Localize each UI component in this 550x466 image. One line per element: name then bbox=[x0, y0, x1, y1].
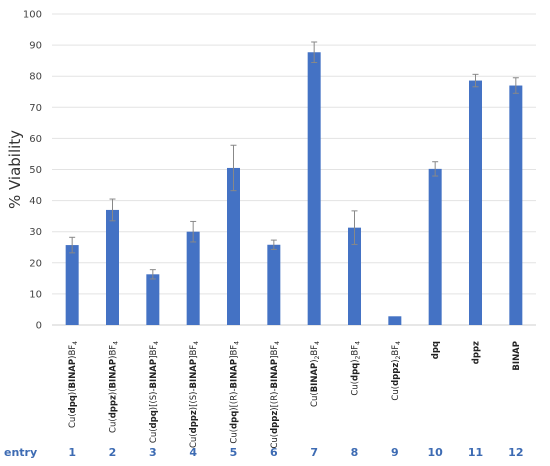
y-axis-title: % Viability bbox=[6, 130, 24, 209]
category-label: dpq bbox=[431, 341, 441, 359]
bar bbox=[428, 168, 442, 325]
y-tick-label: 60 bbox=[29, 134, 42, 145]
y-tick-label: 50 bbox=[29, 165, 42, 176]
bar bbox=[388, 316, 402, 325]
entry-number: 7 bbox=[310, 446, 318, 459]
bar bbox=[348, 227, 361, 325]
entry-number: 5 bbox=[230, 446, 238, 459]
bar bbox=[186, 231, 200, 325]
entry-number: 8 bbox=[351, 446, 359, 459]
category-label: Cu(dppz)(BINAP)BF4 bbox=[109, 341, 120, 433]
entry-number: 1 bbox=[68, 446, 76, 459]
bar bbox=[106, 209, 119, 325]
entry-number: 10 bbox=[428, 446, 444, 459]
category-label: Cu(dpq)[(S)-BINAP]BF4 bbox=[149, 341, 160, 443]
bar bbox=[509, 85, 523, 325]
entry-number: 3 bbox=[149, 446, 157, 459]
bar bbox=[267, 244, 281, 325]
category-label: dppz bbox=[472, 341, 482, 364]
category-label: Cu(BINAP)2BF4 bbox=[310, 341, 321, 407]
y-tick-label: 90 bbox=[29, 41, 42, 52]
entry-number: 6 bbox=[270, 446, 278, 459]
category-label: Cu(dpq)[(R)-BINAP]BF4 bbox=[230, 341, 241, 444]
y-tick-label: 80 bbox=[29, 72, 42, 83]
category-label: Cu(dppz)[(S)-BINAP]BF4 bbox=[189, 341, 200, 448]
entry-label: entry bbox=[4, 446, 37, 459]
category-label: BINAP bbox=[512, 341, 522, 371]
category-label: Cu(dppz)[(R)-BINAP]BF4 bbox=[270, 341, 281, 449]
bar bbox=[469, 80, 482, 325]
y-tick-label: 0 bbox=[36, 321, 42, 332]
entry-number: 4 bbox=[189, 446, 197, 459]
entry-number: 2 bbox=[109, 446, 117, 459]
y-tick-label: 10 bbox=[29, 289, 42, 300]
category-label: Cu(dpq)2BF4 bbox=[351, 341, 362, 396]
y-tick-label: 40 bbox=[29, 196, 42, 207]
y-tick-label: 20 bbox=[29, 258, 42, 269]
category-label: Cu(dppz)2BF4 bbox=[391, 341, 402, 401]
y-tick-label: 30 bbox=[29, 227, 42, 238]
y-tick-label: 70 bbox=[29, 103, 42, 114]
bar bbox=[227, 167, 240, 325]
entry-number: 11 bbox=[468, 446, 483, 459]
entry-number: 12 bbox=[508, 446, 523, 459]
y-tick-label: 100 bbox=[23, 10, 42, 21]
bar bbox=[65, 245, 79, 325]
bar bbox=[146, 274, 160, 325]
entry-number: 9 bbox=[391, 446, 399, 459]
category-label: Cu(dpq)(BINAP)BF4 bbox=[68, 341, 79, 428]
bar bbox=[307, 52, 321, 326]
